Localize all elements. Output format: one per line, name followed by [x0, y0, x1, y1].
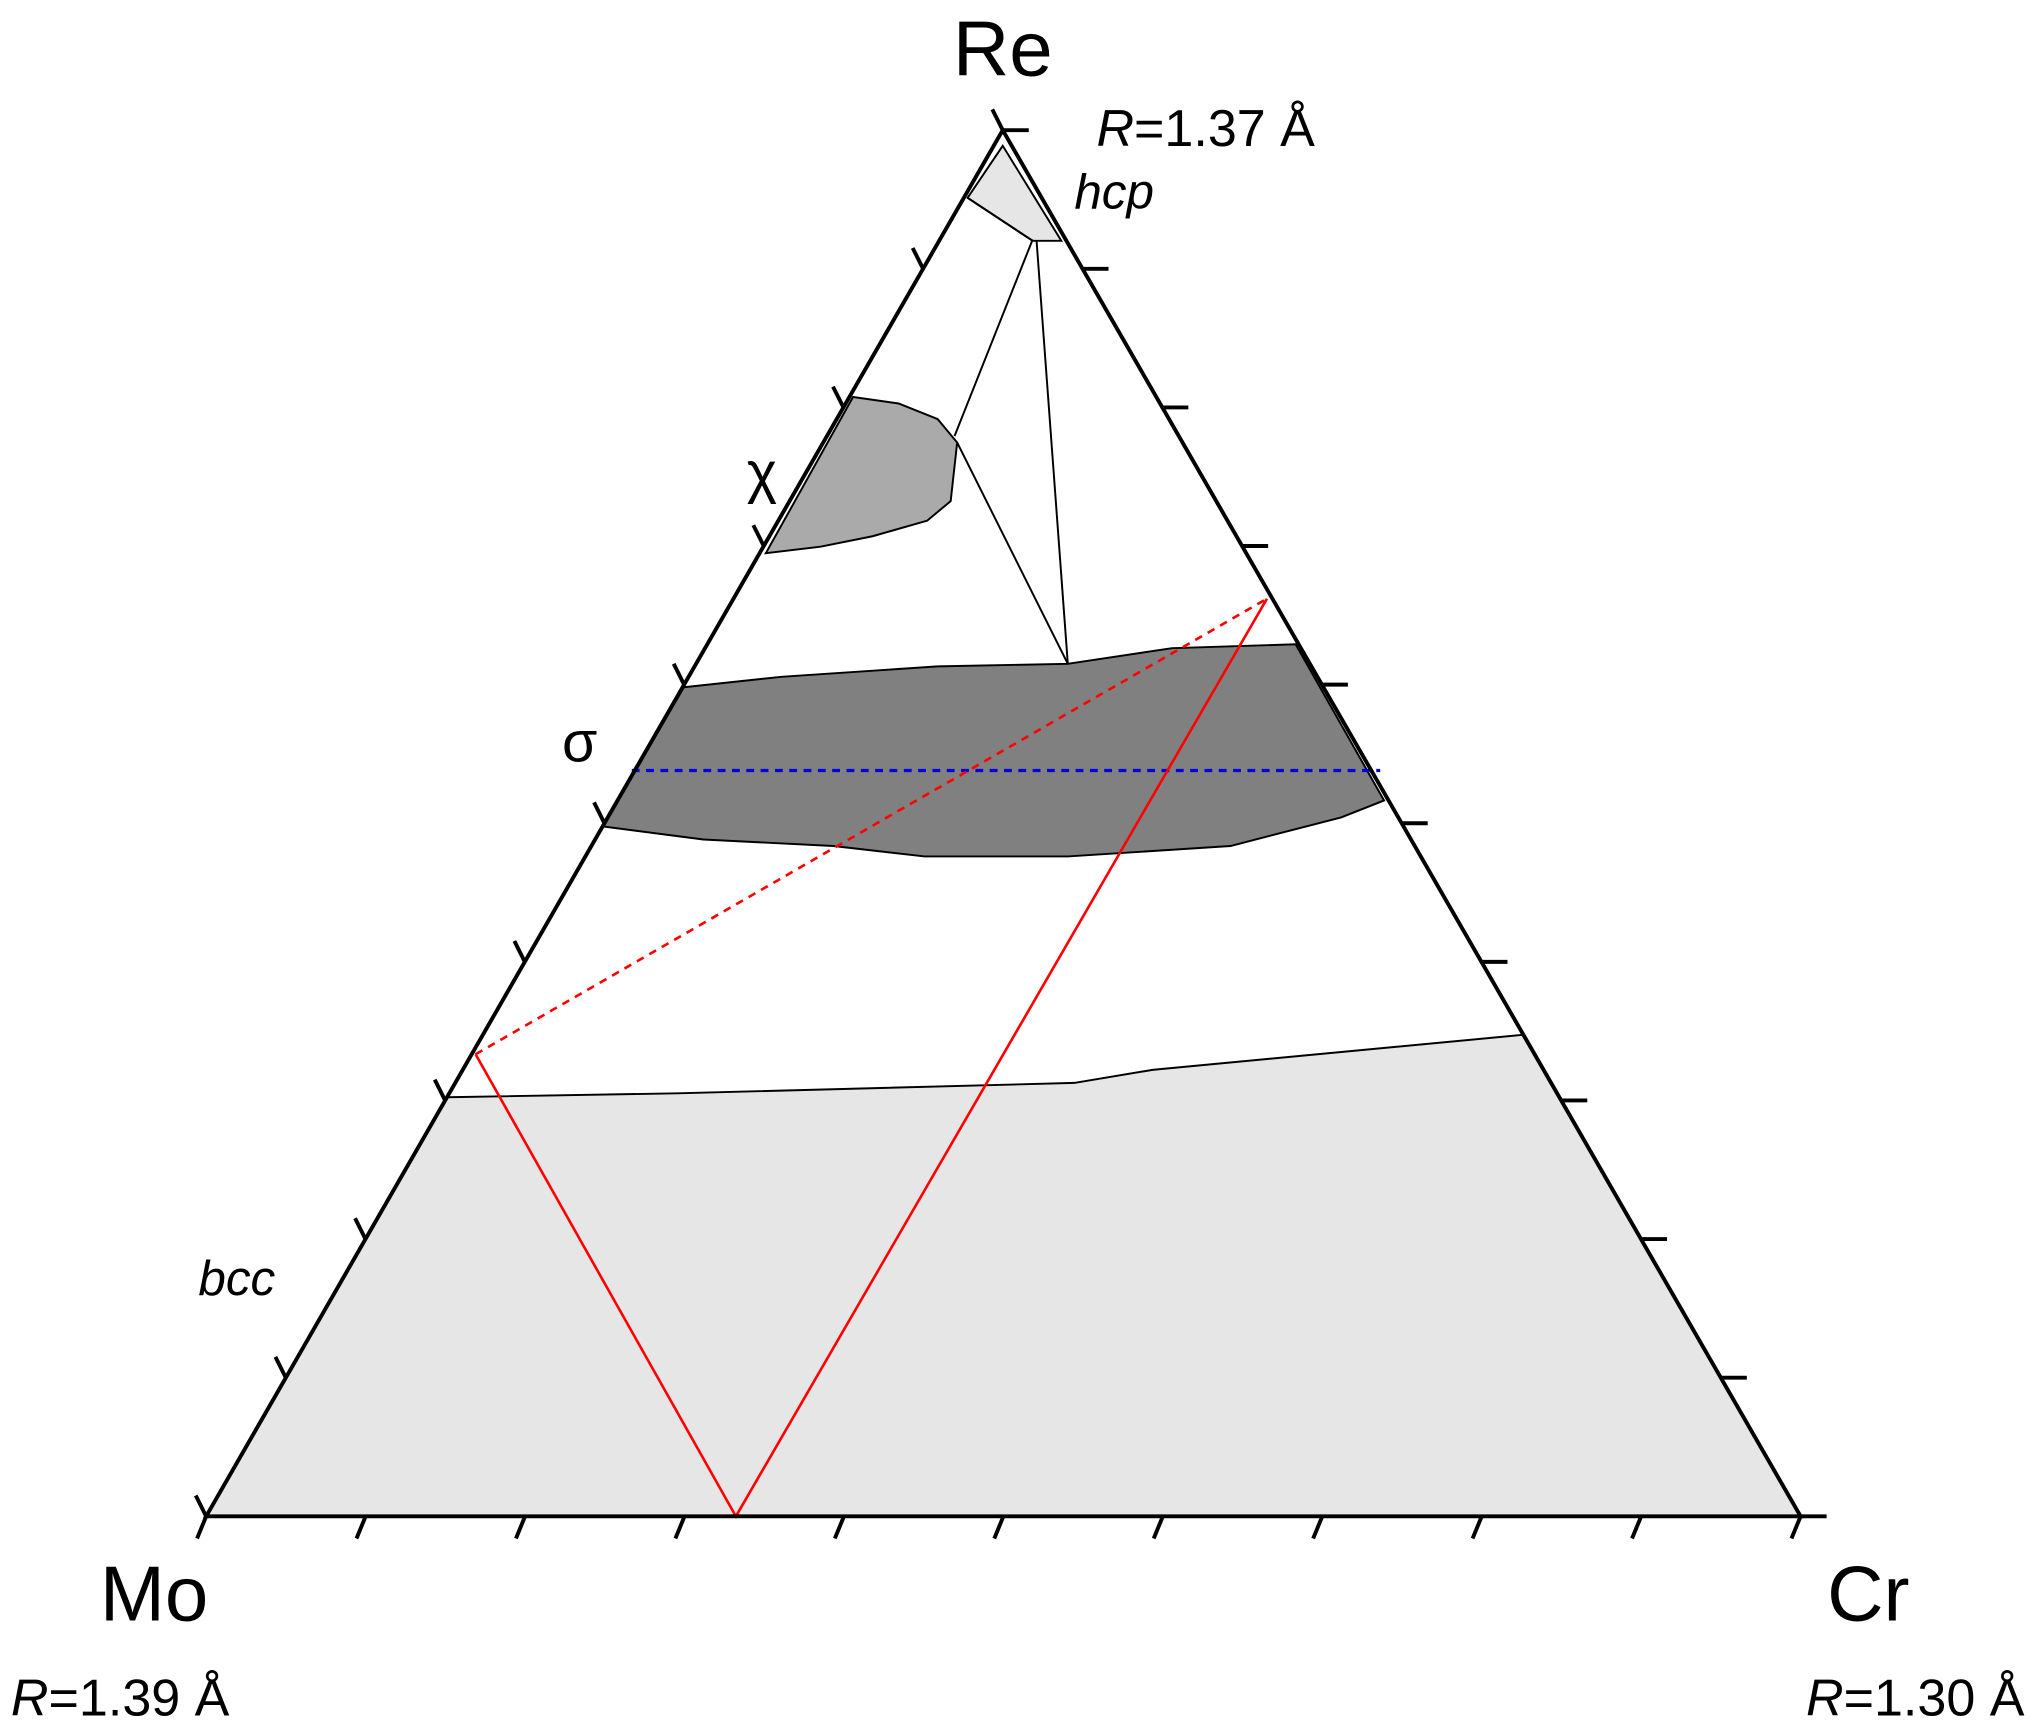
tick	[1789, 1515, 1803, 1540]
tick	[833, 1515, 846, 1540]
radius-value: =1.39 Å	[49, 1669, 230, 1727]
radius-value: =1.37 Å	[1134, 100, 1315, 158]
tick	[1470, 1515, 1484, 1540]
tick	[1151, 1515, 1165, 1540]
vertex-label: Cr	[1827, 1549, 1909, 1637]
ticks	[194, 108, 1827, 1540]
tick	[751, 524, 766, 547]
phase-label: χ	[747, 441, 777, 505]
tick	[990, 108, 1005, 132]
chi-region	[764, 395, 959, 555]
tick	[195, 1515, 208, 1540]
radius-symbol: R	[1096, 100, 1134, 158]
phase-label: hcp	[1074, 164, 1154, 219]
tick	[354, 1515, 368, 1540]
tick	[273, 1356, 288, 1379]
tick	[194, 1494, 208, 1518]
sigma-region	[601, 643, 1386, 858]
tick	[910, 247, 925, 270]
tick	[1311, 1515, 1325, 1540]
tick	[512, 940, 527, 963]
tick	[671, 662, 686, 686]
radius-symbol: R	[1806, 1669, 1844, 1727]
tick	[673, 1515, 687, 1540]
tie-lines	[953, 197, 1069, 665]
hcp-region	[966, 143, 1064, 242]
radius-symbol: R	[11, 1669, 49, 1727]
vertex-label: Re	[953, 4, 1053, 92]
tick	[992, 1515, 1006, 1540]
tick	[514, 1515, 527, 1540]
vertex-radius: R=1.30 Å	[1806, 1669, 2025, 1727]
phase-label: bcc	[198, 1251, 275, 1306]
tie-line	[956, 442, 1069, 665]
bcc-region	[204, 1033, 1803, 1518]
tick	[831, 385, 846, 409]
tick	[353, 1217, 368, 1240]
vertex-radius: R=1.39 Å	[11, 1669, 230, 1727]
vertex-radius: R=1.37 Å	[1096, 100, 1315, 158]
tie-line	[1035, 240, 1069, 664]
tie-line	[967, 197, 1034, 242]
radius-value: =1.30 Å	[1844, 1669, 2025, 1727]
tie-line	[953, 239, 1034, 437]
vertex-label: Mo	[100, 1549, 208, 1637]
tick	[592, 801, 607, 825]
triangle	[202, 126, 1804, 1519]
red-dashed-line	[474, 597, 1268, 1056]
tick	[432, 1078, 447, 1102]
tick	[1630, 1515, 1643, 1540]
phase-label: σ	[562, 710, 597, 774]
